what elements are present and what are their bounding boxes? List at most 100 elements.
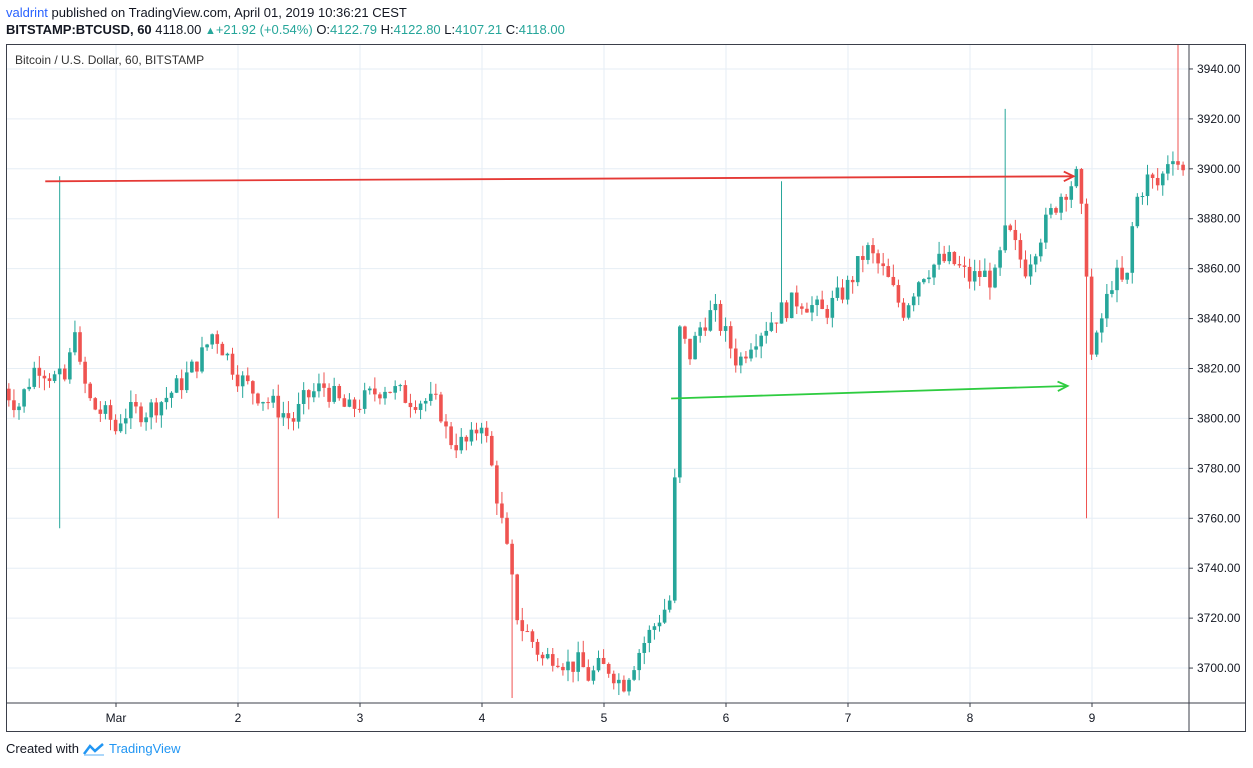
- candle-body: [1079, 169, 1084, 204]
- candle-body: [713, 303, 718, 311]
- candle-body: [744, 356, 748, 359]
- y-tick-label: 3780.00: [1197, 461, 1241, 475]
- candle-body: [1150, 174, 1155, 178]
- candle-body: [815, 299, 819, 306]
- candle-body: [205, 344, 209, 348]
- candle-body: [957, 264, 962, 266]
- candle-body: [169, 392, 174, 398]
- candle-body: [586, 667, 591, 681]
- candle-body: [993, 267, 997, 288]
- x-tick-label: 8: [967, 711, 974, 725]
- candle-body: [388, 391, 392, 393]
- candle-body: [627, 679, 631, 692]
- candle-body: [998, 250, 1002, 268]
- candle-body: [1044, 214, 1048, 243]
- candle-body: [891, 276, 896, 286]
- candle-body: [1064, 196, 1068, 200]
- candle-body: [1160, 173, 1165, 186]
- candle-body: [835, 287, 840, 298]
- tradingview-logo-icon: [82, 742, 104, 756]
- tradingview-brand[interactable]: TradingView: [108, 741, 181, 756]
- candle-body: [57, 368, 62, 375]
- candle-body: [449, 426, 453, 446]
- candle-body: [805, 308, 809, 313]
- candle-body: [693, 335, 697, 360]
- y-tick-label: 3920.00: [1197, 112, 1241, 126]
- candle-body: [154, 402, 159, 416]
- candle-body: [703, 327, 708, 331]
- candle-body: [840, 287, 845, 300]
- candle-body: [220, 343, 225, 356]
- candle-body: [972, 271, 977, 282]
- candle-body: [88, 383, 92, 399]
- candle-body: [454, 445, 458, 451]
- candle-body: [37, 367, 42, 376]
- candle-body: [281, 413, 286, 418]
- candle-body: [108, 405, 113, 420]
- candle-body: [820, 299, 824, 309]
- candlestick-chart[interactable]: 3700.00 3720.00 3740.00 3760.00 3780.00 3800.…: [6, 44, 1246, 733]
- candle-body: [617, 679, 621, 684]
- candle-body: [327, 387, 331, 402]
- candle-body: [245, 375, 250, 382]
- candle-body: [27, 386, 31, 390]
- candle-body: [906, 305, 911, 318]
- candle-body: [896, 285, 901, 303]
- candle-body: [144, 417, 148, 423]
- candle-body: [556, 665, 560, 667]
- candle-body: [962, 265, 967, 267]
- support-arrow: [671, 380, 1070, 400]
- candle-body: [1013, 229, 1018, 241]
- candle-body: [571, 661, 575, 672]
- chart-frame: [6, 44, 1246, 732]
- y-tick-label: 3720.00: [1197, 611, 1241, 625]
- candle-body: [42, 375, 47, 379]
- candle-body: [251, 381, 255, 394]
- candle-body: [469, 429, 474, 442]
- candle-body: [510, 543, 514, 575]
- price-change: +21.92 (+0.54%): [215, 22, 313, 37]
- candle-body: [434, 393, 438, 395]
- candle-body: [520, 620, 525, 632]
- candle-body: [596, 657, 601, 671]
- candle-body: [850, 279, 855, 283]
- candle-body: [947, 251, 952, 262]
- candle-body: [515, 574, 519, 621]
- candle-body: [810, 305, 814, 313]
- candle-body: [1054, 208, 1058, 213]
- candle-body: [794, 292, 799, 307]
- candle-body: [591, 670, 596, 681]
- candle-body: [749, 349, 753, 359]
- candle-body: [373, 388, 377, 395]
- y-tick-label: 3880.00: [1197, 212, 1241, 226]
- candle-body: [210, 334, 214, 345]
- candle-body: [581, 652, 586, 668]
- candle-body: [337, 385, 342, 399]
- low-value: 4107.21: [455, 22, 503, 37]
- candle-body: [352, 399, 357, 409]
- candle-body: [739, 356, 743, 366]
- candle-body: [901, 302, 906, 318]
- y-tick-label: 3860.00: [1197, 262, 1241, 276]
- candle-body: [439, 394, 443, 422]
- publish-line: valdrint published on TradingView.com, A…: [6, 4, 565, 21]
- author-link[interactable]: valdrint: [6, 5, 48, 20]
- x-tick-label: 5: [601, 711, 608, 725]
- candle-body: [484, 427, 489, 436]
- candle-body: [215, 334, 220, 344]
- candle-body: [200, 347, 204, 372]
- candle-body: [881, 263, 885, 267]
- candle-body: [622, 679, 626, 692]
- x-tick-label: 4: [479, 711, 486, 725]
- candle-body: [378, 394, 382, 399]
- candle-body: [667, 600, 672, 610]
- candle-body: [383, 391, 387, 399]
- support-arrow-line: [671, 385, 1068, 400]
- open-label: O:: [316, 22, 331, 37]
- x-tick-label: 7: [845, 711, 852, 725]
- candle-body: [291, 418, 296, 422]
- candle-body: [312, 391, 316, 398]
- candle-body: [728, 326, 733, 349]
- candle-body: [1018, 240, 1023, 260]
- x-tick-label: 6: [723, 711, 730, 725]
